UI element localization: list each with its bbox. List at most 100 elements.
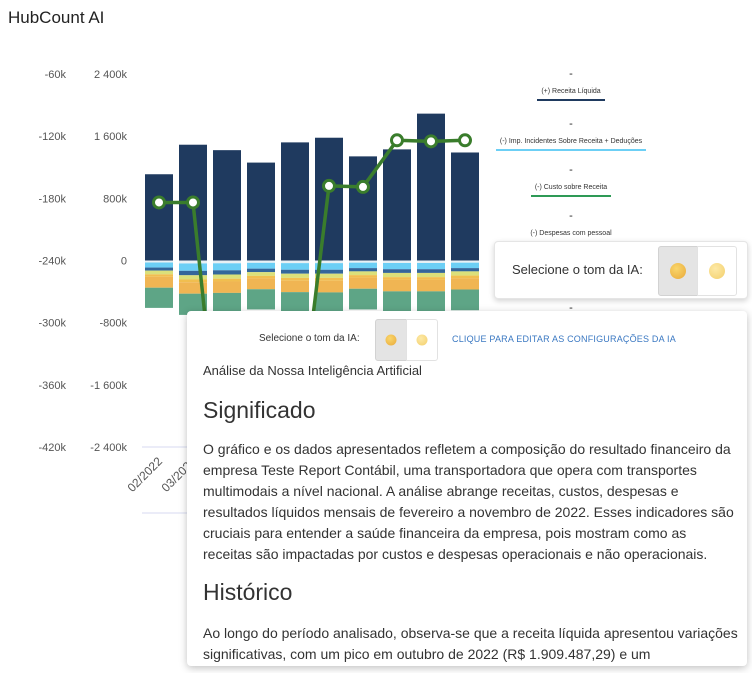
bar-segment bbox=[349, 260, 377, 263]
bar-segment bbox=[179, 275, 207, 280]
y-tick-label: -420k bbox=[38, 442, 66, 454]
bar-segment bbox=[213, 278, 241, 282]
x-tick-label: 02/2022 bbox=[125, 454, 166, 495]
bar-segment bbox=[145, 260, 173, 263]
bar-receita-liquida bbox=[247, 162, 275, 261]
bar-receita-liquida bbox=[383, 149, 411, 261]
bar-segment bbox=[179, 263, 207, 271]
legend-item[interactable]: - (-) Despesas com pessoal bbox=[488, 210, 654, 241]
section-text-significado: O gráfico e os dados apresentados reflet… bbox=[203, 441, 734, 562]
bar-receita-liquida bbox=[145, 174, 173, 261]
legend-item[interactable]: - (-) Custo sobre Receita bbox=[488, 164, 654, 197]
bar-segment bbox=[315, 292, 343, 315]
ai-tone-selector: Selecione o tom da IA: bbox=[494, 241, 748, 299]
bar-segment bbox=[179, 282, 207, 294]
legend-item[interactable]: - bbox=[569, 302, 573, 314]
bar-segment bbox=[349, 271, 377, 276]
y-tick-label: -800k bbox=[99, 318, 127, 330]
bar-segment bbox=[145, 287, 173, 308]
panel-subtitle: Análise da Nossa Inteligência Artificial bbox=[203, 363, 422, 378]
bar-segment bbox=[451, 268, 479, 272]
legend-item[interactable]: - (+) Receita Líquida bbox=[488, 68, 654, 101]
bar-segment bbox=[349, 268, 377, 272]
y-tick-label: -180k bbox=[38, 193, 66, 205]
edit-ai-settings-link[interactable]: CLIQUE PARA EDITAR AS CONFIGURAÇÕES DA I… bbox=[452, 334, 676, 344]
line-point bbox=[424, 134, 438, 149]
bar-segment bbox=[247, 262, 275, 269]
bar-segment bbox=[383, 279, 411, 292]
bar-segment bbox=[349, 262, 377, 269]
bar-segment bbox=[451, 275, 479, 279]
bar-segment bbox=[247, 278, 275, 290]
bar-segment bbox=[247, 275, 275, 279]
y-tick-label: -1 600k bbox=[90, 380, 127, 392]
bar-segment bbox=[383, 260, 411, 263]
bar-segment bbox=[417, 279, 445, 292]
bar-segment bbox=[145, 274, 173, 277]
tone-thinking-button[interactable] bbox=[658, 246, 698, 296]
bar-segment bbox=[247, 268, 275, 273]
panel-tone-thinking-button[interactable] bbox=[375, 319, 407, 361]
bar-segment bbox=[145, 267, 173, 271]
bar-segment bbox=[451, 262, 479, 269]
bar-segment bbox=[383, 272, 411, 278]
bar-segment bbox=[213, 292, 241, 315]
tone-smile-button[interactable] bbox=[697, 246, 737, 296]
bar-segment bbox=[281, 292, 309, 314]
bar-segment bbox=[281, 280, 309, 293]
bar-segment bbox=[145, 262, 173, 268]
smile-emoji-icon bbox=[709, 263, 725, 279]
bar-segment bbox=[315, 273, 343, 278]
smile-emoji-icon bbox=[416, 334, 428, 346]
bar-segment bbox=[315, 260, 343, 264]
section-title-significado: Significado bbox=[203, 397, 316, 423]
y-tick-label: -240k bbox=[38, 256, 66, 268]
line-point bbox=[390, 133, 404, 148]
line-point bbox=[322, 178, 336, 193]
y-tick-label: 0 bbox=[121, 256, 127, 268]
bar-segment bbox=[281, 277, 309, 281]
bar-segment bbox=[179, 293, 207, 315]
panel-tone-smile-button[interactable] bbox=[406, 319, 438, 361]
y-axis-outer: -60k -120k -180k -240k -300k -360k -420k bbox=[38, 69, 66, 454]
bar-segment bbox=[213, 274, 241, 279]
bar-segment bbox=[315, 277, 343, 281]
ai-analysis-panel: Selecione o tom da IA: CLIQUE PARA EDITA… bbox=[187, 311, 747, 666]
legend-item[interactable]: - (-) Imp. Incidentes Sobre Receita + De… bbox=[488, 118, 654, 151]
bar-segment bbox=[179, 260, 207, 264]
bar-segment bbox=[417, 260, 445, 263]
bar-receita-liquida bbox=[213, 150, 241, 261]
bar-segment bbox=[213, 281, 241, 293]
bar-segment bbox=[315, 280, 343, 293]
section-title-historico: Histórico bbox=[203, 579, 293, 605]
bar-segment bbox=[417, 262, 445, 270]
y-tick-label: 800k bbox=[103, 193, 127, 205]
bar-segment bbox=[281, 273, 309, 278]
bar-segment bbox=[451, 289, 479, 311]
bar-segment bbox=[451, 278, 479, 290]
bar-segment bbox=[281, 260, 309, 264]
thinking-emoji-icon bbox=[670, 263, 686, 279]
bar-segment bbox=[247, 289, 275, 310]
bar-segment bbox=[145, 276, 173, 288]
bar-segment bbox=[179, 270, 207, 276]
bar-segment bbox=[349, 288, 377, 310]
line-point bbox=[186, 195, 200, 210]
bar-segment bbox=[281, 269, 309, 274]
bar-segment bbox=[383, 262, 411, 270]
legend-label: (+) Receita Líquida bbox=[537, 87, 605, 101]
bar-segment bbox=[383, 291, 411, 313]
bar-segment bbox=[247, 260, 275, 263]
y-tick-label: -120k bbox=[38, 131, 66, 143]
bar-series bbox=[145, 113, 479, 315]
y-tick-label: -2 400k bbox=[90, 442, 127, 454]
legend-label: (-) Custo sobre Receita bbox=[530, 183, 612, 197]
bar-segment bbox=[451, 260, 479, 263]
thinking-emoji-icon bbox=[385, 334, 397, 346]
bar-receita-liquida bbox=[281, 142, 309, 261]
bar-segment bbox=[315, 269, 343, 274]
bar-segment bbox=[247, 272, 275, 276]
bar-segment bbox=[451, 271, 479, 276]
line-point bbox=[458, 133, 472, 148]
